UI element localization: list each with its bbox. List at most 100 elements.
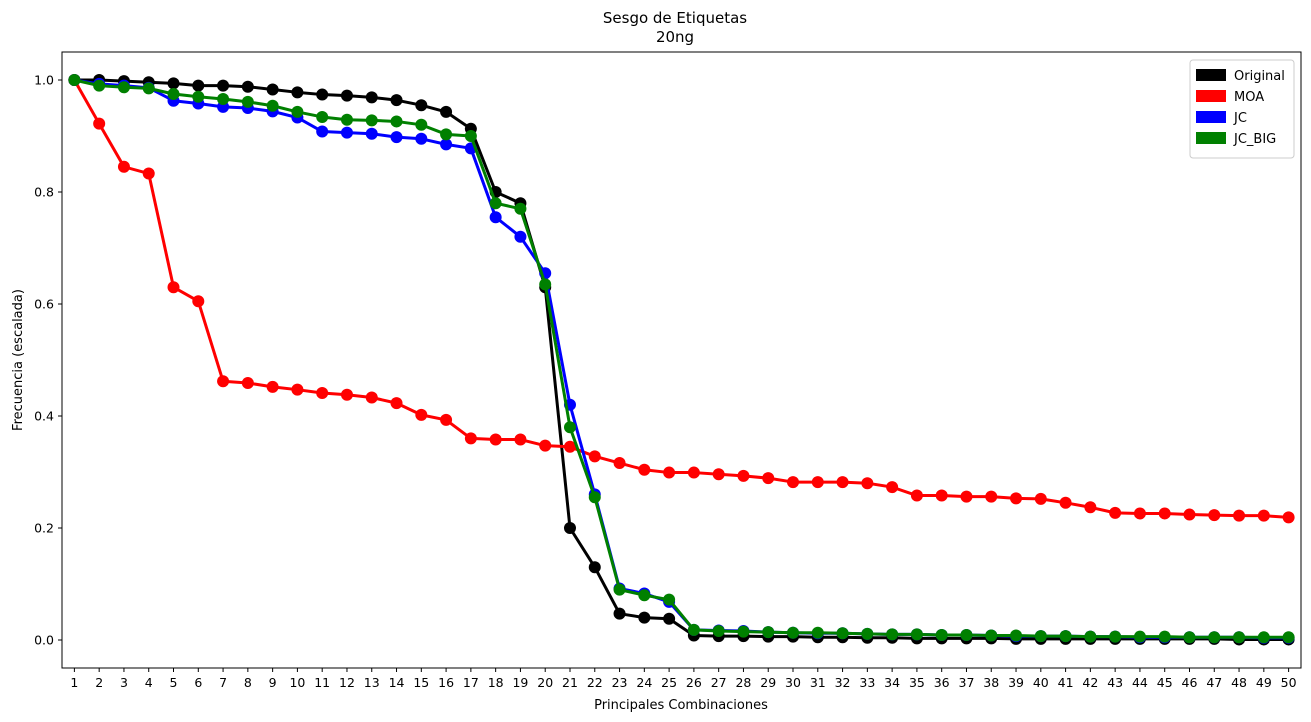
series-jc-big (68, 74, 1295, 644)
data-point (440, 105, 453, 118)
x-tick-label: 13 (364, 675, 380, 690)
data-point (241, 376, 254, 389)
x-tick-label: 4 (145, 675, 153, 690)
data-point (192, 295, 205, 308)
data-point (192, 90, 205, 103)
data-point (340, 126, 353, 139)
data-point (1034, 630, 1047, 643)
data-point (266, 380, 279, 393)
data-point (638, 463, 651, 476)
data-point (960, 628, 973, 641)
x-tick-label: 30 (785, 675, 801, 690)
x-tick-label: 11 (314, 675, 330, 690)
data-point (985, 629, 998, 642)
data-point (340, 388, 353, 401)
data-point (117, 160, 130, 173)
data-point (1282, 511, 1295, 524)
data-point (539, 439, 552, 452)
data-point (563, 440, 576, 453)
data-point (811, 476, 824, 489)
data-point (836, 627, 849, 640)
legend-label: JC (1233, 111, 1247, 126)
x-tick-label: 46 (1182, 675, 1198, 690)
data-point (266, 83, 279, 96)
legend: Original MOA JC JC_BIG (1189, 59, 1295, 159)
x-tick-label: 1 (70, 675, 78, 690)
legend-label: Original (1234, 69, 1285, 84)
series-line (74, 78, 1289, 639)
data-point (588, 561, 601, 574)
data-point (390, 94, 403, 107)
x-tick-label: 8 (244, 675, 252, 690)
series-moa (68, 74, 1295, 524)
legend-swatch (1196, 132, 1226, 144)
x-tick-label: 41 (1058, 675, 1074, 690)
x-axis: 1 2 3 4 5 6 7 8 9 10 11 12 13 14 15 16 17 18 19 20 21 22 23 24 2… (70, 668, 1297, 690)
x-tick-label: 7 (219, 675, 227, 690)
y-tick-label: 0.4 (34, 409, 54, 424)
data-point (1183, 508, 1196, 521)
data-point (291, 105, 304, 118)
data-point (563, 421, 576, 434)
data-point (316, 125, 329, 138)
x-tick-label: 20 (537, 675, 553, 690)
x-tick-label: 45 (1157, 675, 1173, 690)
x-tick-label: 5 (170, 675, 178, 690)
x-tick-label: 18 (488, 675, 504, 690)
data-point (390, 115, 403, 128)
data-point (489, 433, 502, 446)
x-tick-label: 32 (835, 675, 851, 690)
x-tick-label: 36 (934, 675, 950, 690)
data-point (68, 74, 81, 86)
legend-swatch (1196, 90, 1226, 102)
data-point (1034, 492, 1047, 505)
x-tick-label: 29 (760, 675, 776, 690)
data-point (217, 79, 230, 92)
data-point (142, 167, 155, 180)
x-tick-label: 27 (711, 675, 727, 690)
data-point (960, 490, 973, 503)
data-point (514, 230, 527, 243)
chart-title: Sesgo de Etiquetas (603, 9, 747, 27)
data-point (737, 469, 750, 482)
data-point (762, 626, 775, 639)
data-point (1059, 630, 1072, 643)
data-point (985, 490, 998, 503)
data-point (167, 281, 180, 294)
data-point (464, 432, 477, 445)
x-tick-label: 35 (909, 675, 925, 690)
data-point (489, 197, 502, 210)
data-point (638, 589, 651, 602)
data-point (1133, 507, 1146, 520)
data-point (563, 522, 576, 534)
data-point (514, 202, 527, 215)
x-tick-label: 26 (686, 675, 702, 690)
x-tick-label: 48 (1231, 675, 1247, 690)
x-tick-label: 10 (289, 675, 305, 690)
x-tick-label: 6 (194, 675, 202, 690)
plot-area (68, 74, 1295, 646)
x-tick-label: 49 (1256, 675, 1272, 690)
data-point (687, 466, 700, 479)
data-point (935, 628, 948, 641)
data-point (1109, 506, 1122, 519)
series-line (74, 78, 1289, 640)
data-point (1183, 631, 1196, 644)
y-tick-label: 1.0 (34, 73, 54, 88)
data-point (440, 138, 453, 151)
x-tick-label: 33 (859, 675, 875, 690)
data-point (1059, 496, 1072, 509)
data-point (613, 607, 626, 620)
data-point (390, 397, 403, 410)
data-point (167, 77, 180, 90)
data-point (1233, 509, 1246, 522)
plot-frame (61, 51, 1302, 669)
data-point (192, 79, 205, 92)
data-point (663, 612, 676, 625)
x-tick-label: 23 (612, 675, 628, 690)
data-point (836, 476, 849, 489)
data-point (687, 623, 700, 636)
data-point (266, 99, 279, 112)
data-point (886, 481, 899, 494)
